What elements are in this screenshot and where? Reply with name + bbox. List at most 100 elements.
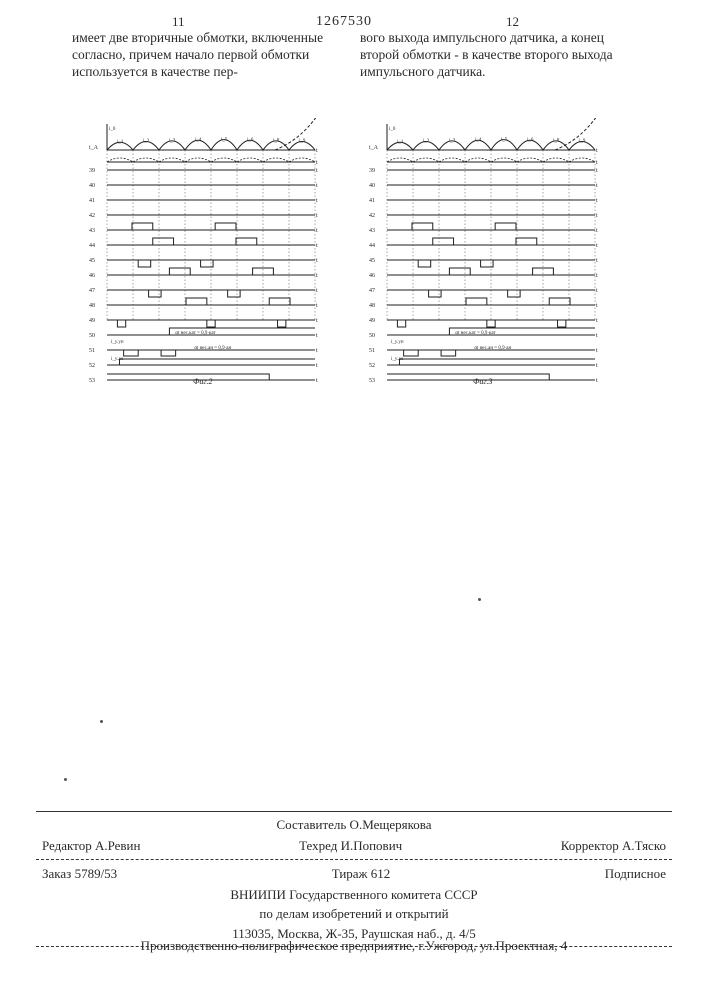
svg-text:t: t (316, 148, 318, 154)
svg-text:i_A: i_A (89, 145, 99, 151)
subscription-cell: Подписное (605, 865, 666, 883)
svg-text:t: t (596, 213, 598, 219)
svg-text:t: t (316, 273, 318, 279)
svg-text:αt нес.ан = 0,9·ан: αt нес.ан = 0,9·ан (474, 346, 511, 351)
svg-text:i_1: i_1 (397, 140, 404, 145)
svg-text:43: 43 (89, 228, 95, 234)
svg-text:39: 39 (89, 168, 95, 174)
svg-text:i_9: i_9 (579, 139, 586, 144)
svg-text:46: 46 (369, 273, 375, 279)
svg-text:t: t (316, 213, 318, 219)
speck (64, 778, 67, 781)
svg-text:t: t (316, 318, 318, 324)
svg-text:t: t (316, 303, 318, 309)
svg-text:39: 39 (369, 168, 375, 174)
svg-text:i_5: i_5 (221, 137, 228, 142)
svg-text:48: 48 (369, 303, 375, 309)
tech-editor-label: Техред (299, 838, 337, 853)
svg-text:40: 40 (89, 183, 95, 189)
svg-text:Фиг.2: Фиг.2 (193, 377, 212, 386)
speck (100, 720, 103, 723)
org-line2: по делам изобретений и открытий (36, 904, 672, 924)
svg-text:44: 44 (89, 243, 95, 249)
svg-text:Фиг.3: Фиг.3 (473, 377, 492, 386)
svg-text:t: t (596, 160, 598, 166)
editor-cell: Редактор А.Ревин (42, 837, 140, 855)
svg-text:41: 41 (369, 198, 375, 204)
svg-text:i_6: i_6 (247, 138, 254, 143)
svg-text:49: 49 (89, 318, 95, 324)
svg-text:41: 41 (89, 198, 95, 204)
print-run-cell: Тираж 612 (332, 865, 391, 883)
svg-text:42: 42 (89, 213, 95, 219)
svg-text:52: 52 (369, 363, 375, 369)
svg-text:i_8: i_8 (273, 139, 280, 144)
svg-text:t: t (316, 228, 318, 234)
body-text-left: имеет две вторичные обмотки, включенные … (72, 30, 334, 81)
svg-text:i_5: i_5 (501, 137, 508, 142)
tech-editor-name: И.Попович (341, 838, 403, 853)
svg-text:t: t (316, 258, 318, 264)
svg-text:52: 52 (89, 363, 95, 369)
svg-text:t: t (596, 333, 598, 339)
svg-text:t: t (596, 258, 598, 264)
svg-text:αt нес.кат = 0,9·кат: αt нес.кат = 0,9·кат (175, 331, 216, 336)
corrector-cell: Корректор А.Тяско (561, 837, 666, 855)
svg-text:i_4: i_4 (195, 138, 202, 143)
credits-row: Редактор А.Ревин Техред И.Попович Коррек… (36, 835, 672, 857)
svg-text:t: t (316, 378, 318, 384)
org-line1: ВНИИПИ Государственного комитета СССР (36, 885, 672, 905)
svg-text:t: t (596, 228, 598, 234)
compiler-line: Составитель О.Мещерякова (36, 815, 672, 835)
svg-text:t: t (596, 348, 598, 354)
svg-text:i_A: i_A (369, 145, 379, 151)
editor-label: Редактор (42, 838, 92, 853)
svg-text:t: t (316, 168, 318, 174)
svg-text:t: t (316, 198, 318, 204)
column-number-left: 11 (172, 14, 185, 30)
svg-text:t: t (596, 363, 598, 369)
printer-line: Производственно-полиграфическое предприя… (36, 938, 672, 954)
svg-text:i_2: i_2 (143, 139, 150, 144)
svg-text:i_9: i_9 (299, 139, 306, 144)
svg-text:45: 45 (89, 258, 95, 264)
svg-text:i_3: i_3 (169, 139, 176, 144)
svg-text:t: t (596, 168, 598, 174)
svg-text:45: 45 (369, 258, 375, 264)
editor-name: А.Ревин (95, 838, 141, 853)
svg-text:t: t (596, 273, 598, 279)
svg-text:49: 49 (369, 318, 375, 324)
svg-text:t: t (316, 333, 318, 339)
svg-text:t: t (316, 243, 318, 249)
svg-text:t: t (596, 318, 598, 324)
svg-text:48: 48 (89, 303, 95, 309)
order-cell: Заказ 5789/53 (42, 865, 117, 883)
rule (36, 811, 672, 812)
svg-text:αt нес.ан = 0,9·ан: αt нес.ан = 0,9·ан (194, 346, 231, 351)
footer-block: Составитель О.Мещерякова Редактор А.Реви… (36, 808, 672, 950)
svg-text:t: t (596, 303, 598, 309)
svg-text:47: 47 (369, 288, 375, 294)
svg-text:t: t (596, 288, 598, 294)
svg-text:53: 53 (89, 378, 95, 384)
corrector-label: Корректор (561, 838, 619, 853)
page-root: 11 1267530 12 имеет две вторичные обмотк… (0, 0, 707, 1000)
svg-text:42: 42 (369, 213, 375, 219)
speck (478, 598, 481, 601)
svg-text:t: t (596, 243, 598, 249)
svg-text:i_3: i_3 (449, 139, 456, 144)
timing-diagrams: i_Ai_1i_2i_3i_4i_5i_6i_8i_9i_0i_9tt39t40… (85, 118, 635, 398)
svg-text:t: t (316, 363, 318, 369)
svg-text:51: 51 (369, 348, 375, 354)
svg-text:40: 40 (369, 183, 375, 189)
svg-text:44: 44 (369, 243, 375, 249)
svg-text:αt нес.кат = 0,9·кат: αt нес.кат = 0,9·кат (455, 331, 496, 336)
svg-text:i_1: i_1 (117, 140, 124, 145)
svg-text:i_8: i_8 (553, 139, 560, 144)
print-run-value: 612 (371, 866, 391, 881)
svg-text:i_y.уп: i_y.уп (111, 340, 124, 345)
svg-text:t: t (596, 183, 598, 189)
svg-text:t: t (596, 198, 598, 204)
svg-text:53: 53 (369, 378, 375, 384)
svg-text:t: t (596, 378, 598, 384)
